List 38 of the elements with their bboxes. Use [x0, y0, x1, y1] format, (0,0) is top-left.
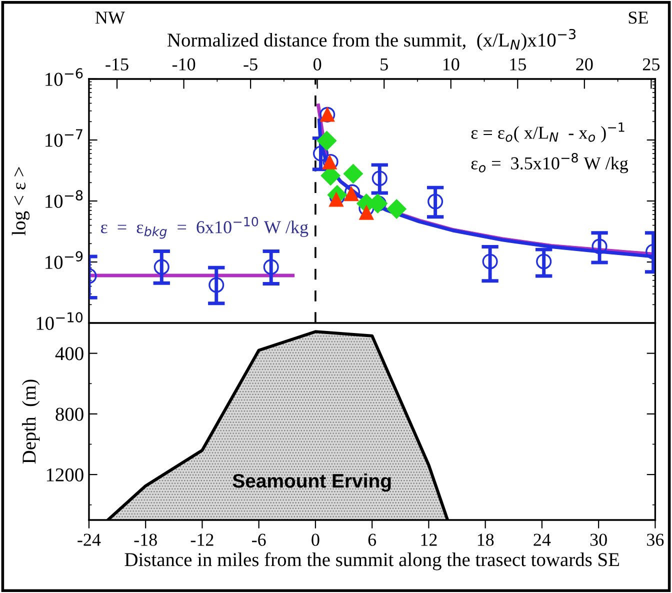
x2-tick-label: 20	[576, 58, 593, 70]
y-tick-label: 10$^{−9}$	[46, 251, 83, 269]
x2-tick-label: -15	[106, 58, 128, 70]
y-tick-label: 10$^{−6}$	[46, 68, 83, 86]
x2-tick-label: 25	[642, 58, 660, 70]
x-tick-label: 6	[368, 534, 376, 546]
x-tick-label: 24	[534, 534, 551, 546]
annotation: Seamount Erving	[232, 473, 391, 492]
x-tick-label: -24	[78, 534, 101, 546]
y-tick-label: 10$^{−10}$	[36, 312, 83, 330]
x-tick-label: 0	[312, 534, 320, 546]
x-tick-label: 12	[421, 534, 437, 546]
y-tick-label: 10$^{−7}$	[46, 129, 82, 147]
x-axis-title: Distance in miles from the summit along the trasect towards SE	[124, 552, 619, 570]
text: SE	[628, 12, 648, 24]
x-tick-label: 36	[647, 534, 664, 546]
x2-tick-label: -10	[172, 58, 196, 70]
annotation: ε = ε$_{bkg}$ = 6x10$^{−10}$ W /kg	[100, 216, 308, 239]
x2-axis-title: Normalized distance from the summit, (x/L$_{N}$)x10$^{−3}$	[168, 28, 576, 51]
y-tick-label: 800	[56, 408, 84, 421]
x-tick-label: 18	[478, 534, 494, 546]
x-tick-label: -18	[134, 534, 157, 546]
x-tick-label: -6	[252, 534, 266, 546]
x-tick-label: -12	[190, 534, 214, 546]
x-tick-label: 30	[590, 534, 607, 546]
y-tick-label: 400	[55, 347, 84, 360]
x2-tick-label: 5	[380, 58, 388, 70]
y-tick-label: 10$^{−8}$	[46, 190, 83, 208]
y-axis-title: log < ε >	[12, 167, 30, 236]
annotation: ε$_{o}$ = 3.5x10$^{−8}$ W /kg	[471, 152, 628, 174]
annotation: ε = ε$_{o}$( x/L$_{N}$ - x$_{o}$ )$^{−1}$	[471, 122, 624, 143]
x2-tick-label: -5	[244, 58, 258, 70]
x2-tick-label: 0	[314, 58, 322, 70]
x2-tick-label: 10	[443, 58, 460, 70]
y-axis-title: Depth (m)	[22, 380, 40, 464]
x2-tick-label: 15	[510, 58, 526, 70]
y-tick-label: 1200	[46, 468, 84, 482]
text: NW	[95, 12, 125, 24]
